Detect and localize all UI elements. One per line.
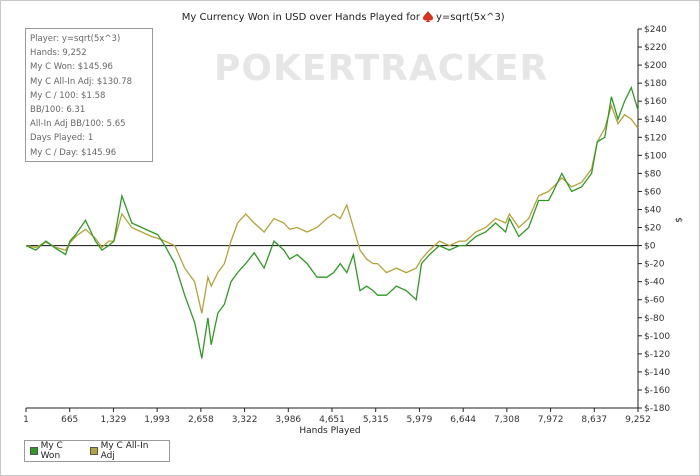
y-tick-label: $-100 bbox=[644, 332, 670, 342]
x-tick-label: 3,986 bbox=[275, 415, 301, 425]
x-tick-label: 1,993 bbox=[144, 415, 170, 425]
x-tick-label: 7,972 bbox=[538, 415, 564, 425]
y-tick-label: $-40 bbox=[644, 278, 665, 288]
watermark-text: POKERTRACKER bbox=[214, 48, 548, 89]
series-line-my-c-all-in-adj bbox=[25, 103, 639, 314]
y-tick-label: $60 bbox=[644, 187, 661, 197]
legend-item-won: My C Won bbox=[30, 441, 82, 461]
y-tick-label: $180 bbox=[644, 79, 667, 89]
stat-player: Player: y=sqrt(5x^3) bbox=[30, 34, 121, 44]
y-tick-label: $-80 bbox=[644, 314, 665, 324]
stat-bb100: BB/100: 6.31 bbox=[30, 105, 86, 116]
x-tick-label: 8,637 bbox=[581, 415, 607, 425]
stat-won: My C Won: $145.96 bbox=[30, 62, 113, 73]
x-tick-label: 1 bbox=[23, 415, 29, 425]
stats-box: Player: y=sqrt(5x^3) Hands: 9,252 My C W… bbox=[25, 28, 153, 162]
chart-title-group: My Currency Won in USD over Hands Played… bbox=[182, 11, 505, 23]
legend-label-won: My C Won bbox=[40, 441, 63, 461]
stat-per100: My C / 100: $1.58 bbox=[30, 90, 106, 101]
legend-item-allin: My C All-In Adj bbox=[90, 441, 161, 461]
watermark-group: POKERTRACKER bbox=[214, 48, 548, 89]
y-tick-label: $-120 bbox=[644, 350, 670, 360]
plot-area: 1 665 1,329 1,993 2,658 3,322 3,986 4,651 5,315 5… bbox=[23, 25, 670, 425]
stat-hands: Hands: 9,252 bbox=[30, 48, 87, 59]
y-tick-label: $220 bbox=[644, 43, 667, 53]
y-tick-label: $240 bbox=[644, 25, 667, 35]
x-tick-label: 1,329 bbox=[101, 415, 127, 425]
x-tick-label: 5,979 bbox=[407, 415, 433, 425]
x-tick-label: 6,644 bbox=[450, 415, 476, 425]
y-axis-title: $ bbox=[673, 217, 683, 223]
y-tick-label: $120 bbox=[644, 133, 667, 143]
y-tick-label: $100 bbox=[644, 151, 667, 161]
chart-title-player: y=sqrt(5x^3) bbox=[436, 12, 505, 23]
x-axis-title: Hands Played bbox=[299, 426, 360, 436]
y-tick-label: $-180 bbox=[644, 404, 670, 414]
legend-swatch-won bbox=[30, 447, 38, 455]
y-tick-label: $200 bbox=[644, 61, 667, 71]
legend-label-allin: My C All-In Adj bbox=[100, 441, 149, 461]
y-tick-label: $20 bbox=[644, 224, 661, 234]
legend-swatch-allin bbox=[90, 447, 98, 455]
y-tick-label: $-160 bbox=[644, 386, 670, 396]
y-tick-label: $40 bbox=[644, 205, 661, 215]
chart-title: My Currency Won in USD over Hands Played… bbox=[182, 12, 421, 23]
x-tick-label: 2,658 bbox=[188, 415, 214, 425]
x-tick-label: 7,308 bbox=[494, 415, 520, 425]
y-tick-label: $80 bbox=[644, 169, 661, 179]
stat-allin-bb100: All-In Adj BB/100: 5.65 bbox=[30, 119, 126, 130]
x-tick-label: 3,322 bbox=[232, 415, 258, 425]
legend: My C Won My C All-In Adj bbox=[24, 440, 170, 462]
x-tick-label: 665 bbox=[61, 415, 78, 425]
y-tick-label: $160 bbox=[644, 97, 667, 107]
y-tick-label: $-140 bbox=[644, 368, 670, 378]
x-tick-label: 5,315 bbox=[363, 415, 389, 425]
y-tick-label: $-60 bbox=[644, 296, 665, 306]
x-tick-label: 4,651 bbox=[319, 415, 345, 425]
spade-icon bbox=[423, 11, 433, 22]
y-tick-label: $140 bbox=[644, 115, 667, 125]
stat-allin-adj: My C All-In Adj: $130.78 bbox=[30, 76, 133, 87]
y-tick-label: $-20 bbox=[644, 260, 665, 270]
series-line-my-c-won bbox=[25, 85, 639, 359]
y-tick-label: $0 bbox=[644, 242, 656, 252]
stat-days: Days Played: 1 bbox=[30, 133, 94, 144]
x-tick-label: 9,252 bbox=[625, 415, 651, 425]
stat-per-day: My C / Day: $145.96 bbox=[30, 147, 117, 158]
